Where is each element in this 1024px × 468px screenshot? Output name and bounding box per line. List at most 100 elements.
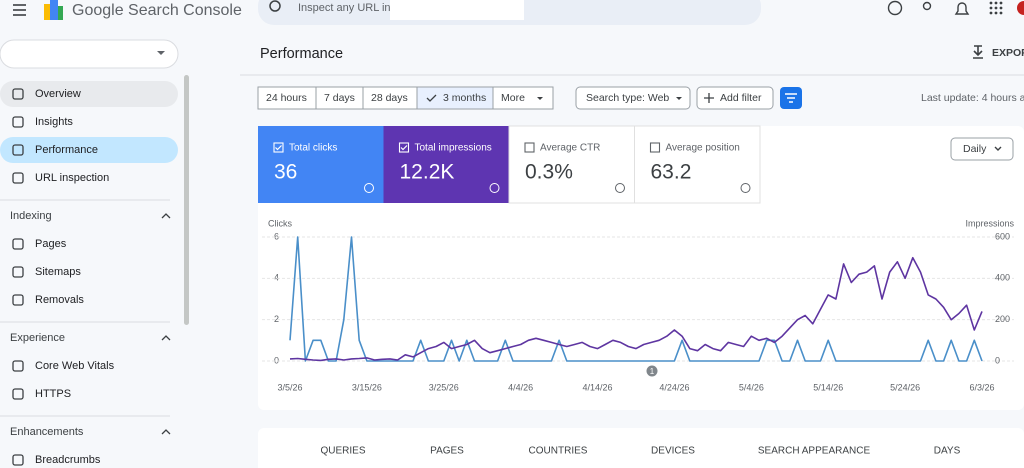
- series-line: [289, 256, 983, 362]
- metric-tile[interactable]: [258, 126, 384, 203]
- metric-value: 0.3%: [525, 161, 573, 184]
- chart: Clicks Impressions 0 2 4 6 0 200 400 600 3/5/26 3/1…: [262, 218, 1015, 392]
- metric-check: [400, 145, 408, 151]
- metric-checkbox: [524, 142, 535, 153]
- granularity-caret: [994, 146, 1002, 151]
- account-settings-icon[interactable]: [922, 1, 932, 11]
- metric-tile[interactable]: [634, 125, 761, 204]
- avatar[interactable]: [1017, 1, 1024, 15]
- last-update: Last update: 4 hours a: [921, 92, 1024, 104]
- nav-item[interactable]: HTTPS: [35, 388, 71, 400]
- more-caret: [537, 97, 543, 100]
- x-tick-label: 4/14/26: [583, 382, 613, 392]
- menu-icon[interactable]: [13, 4, 26, 16]
- nav-hover: [0, 81, 178, 107]
- nav-item[interactable]: Pages: [35, 238, 67, 250]
- metric-checkbox: [398, 142, 410, 153]
- x-tick-label: 6/3/26: [969, 382, 994, 392]
- metric-help-icon: [615, 183, 625, 193]
- date-range-label: 24 hours: [266, 92, 307, 104]
- logo: [44, 0, 63, 20]
- apps-icon[interactable]: [989, 1, 1003, 15]
- nav-icon: [12, 388, 24, 400]
- metric-label: Average position: [666, 143, 740, 154]
- tab[interactable]: QUERIES: [320, 446, 365, 457]
- metric-help-icon: [489, 183, 500, 193]
- page-title: Performance: [260, 46, 343, 62]
- metric-label: Total clicks: [289, 143, 337, 154]
- metric-value: 12.2K: [400, 161, 455, 184]
- nav-item[interactable]: Insights: [35, 116, 73, 128]
- y2-tick-label: 600: [995, 231, 1010, 241]
- nav-icon: [12, 88, 24, 100]
- tab[interactable]: PAGES: [430, 446, 464, 457]
- metric-help-icon: [740, 183, 751, 193]
- more-label: More: [501, 92, 525, 104]
- y-tick-label: 2: [274, 314, 279, 324]
- nav-item[interactable]: Breadcrumbs: [35, 454, 101, 466]
- section-caret: [161, 213, 171, 219]
- nav-icon: [12, 116, 24, 128]
- search-type-label: Search type: Web: [586, 92, 669, 104]
- y2-axis-label: Impressions: [965, 218, 1014, 228]
- tab[interactable]: COUNTRIES: [529, 446, 588, 457]
- nav-item[interactable]: Overview: [35, 88, 81, 100]
- tabs: QUERIES PAGES COUNTRIES DEVICES SEARCH APPEA…: [320, 446, 960, 457]
- x-tick-label: 4/4/26: [508, 382, 533, 392]
- series-line: [289, 236, 983, 362]
- search-type-button[interactable]: [575, 86, 691, 110]
- nav-icon: [12, 360, 24, 372]
- y-tick-label: 0: [274, 355, 279, 365]
- tab[interactable]: SEARCH APPEARANCE: [758, 446, 871, 457]
- annotation-label: 1: [650, 367, 655, 376]
- export-icon[interactable]: [973, 45, 983, 59]
- nav-item[interactable]: URL inspection: [35, 172, 109, 184]
- search-icon: [269, 0, 281, 12]
- section-caret: [161, 429, 171, 435]
- property-selector[interactable]: [0, 39, 179, 69]
- more-button[interactable]: [492, 86, 554, 110]
- date-range-label: 28 days: [371, 92, 408, 104]
- search-type-caret: [676, 97, 682, 100]
- nav-section-title[interactable]: Experience: [10, 332, 65, 344]
- sidebar: Overview Insights Performance URL inspectio…: [0, 88, 171, 466]
- tab[interactable]: DEVICES: [651, 446, 695, 457]
- nav-item[interactable]: Sitemaps: [35, 266, 81, 278]
- x-tick-label: 5/4/26: [739, 382, 764, 392]
- metric-check: [275, 145, 282, 151]
- help-icon[interactable]: [887, 0, 903, 16]
- nav-item[interactable]: Removals: [35, 294, 84, 306]
- notifications-icon[interactable]: [954, 2, 970, 15]
- x-tick-label: 5/24/26: [890, 382, 920, 392]
- redacted-property: [390, 0, 524, 20]
- metric-tile[interactable]: [508, 125, 635, 204]
- y-tick-label: 4: [274, 273, 279, 283]
- y-axis-label: Clicks: [268, 218, 292, 228]
- metric-checkbox: [649, 142, 661, 153]
- check-icon: [426, 94, 437, 102]
- nav-item[interactable]: Core Web Vitals: [35, 360, 115, 372]
- tab[interactable]: DAYS: [934, 446, 961, 457]
- metric-help-icon: [364, 183, 374, 193]
- nav-item[interactable]: Performance: [35, 144, 98, 156]
- x-tick-label: 3/25/26: [429, 382, 459, 392]
- nav-icon: [12, 266, 24, 278]
- search-placeholder: Inspect any URL in: [298, 2, 391, 14]
- export-button[interactable]: EXPOR: [992, 47, 1024, 59]
- nav-section-title[interactable]: Enhancements: [10, 426, 84, 438]
- add-filter-label: Add filter: [720, 92, 762, 104]
- x-tick-label: 3/15/26: [352, 382, 382, 392]
- filter-bar: 24 hours 7 days 28 days 3 months More Search …: [257, 86, 802, 110]
- nav-icon: [12, 172, 24, 184]
- y-tick-label: 6: [274, 231, 279, 241]
- metric-tile[interactable]: [383, 126, 510, 203]
- plus-icon: [704, 93, 714, 103]
- granularity-select[interactable]: [950, 137, 1014, 161]
- add-filter-button[interactable]: [696, 86, 774, 110]
- nav-icon: [12, 238, 24, 250]
- annotation-marker[interactable]: [646, 365, 658, 377]
- date-range-label: 3 months: [443, 92, 486, 104]
- metric-label: Total impressions: [415, 143, 492, 154]
- nav-section-title[interactable]: Indexing: [10, 210, 52, 222]
